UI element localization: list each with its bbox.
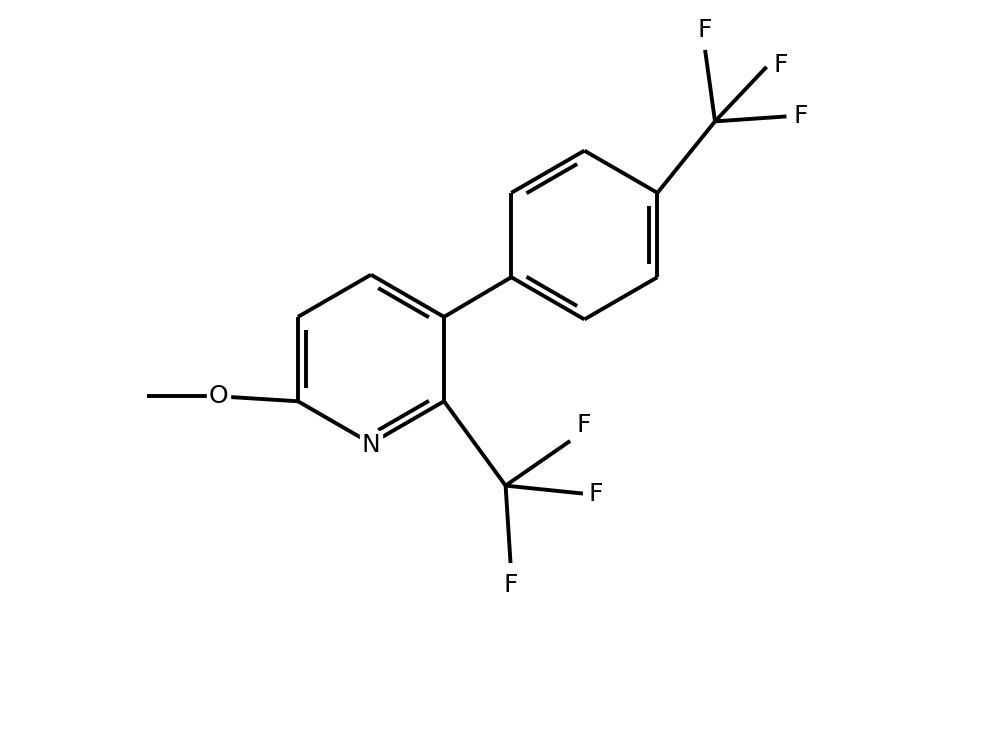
Text: F: F	[589, 482, 603, 505]
Text: F: F	[576, 413, 590, 437]
Text: F: F	[792, 104, 807, 129]
Text: O: O	[209, 384, 228, 408]
Text: F: F	[697, 18, 711, 42]
Text: F: F	[503, 573, 518, 597]
Text: N: N	[361, 434, 380, 457]
Text: F: F	[772, 52, 787, 77]
